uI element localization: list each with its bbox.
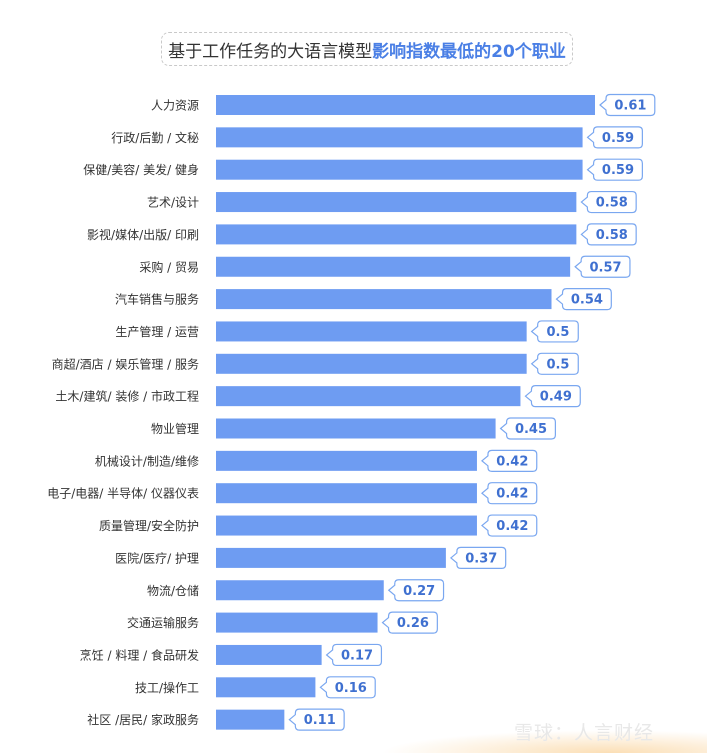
bar (216, 127, 583, 148)
value-callout (586, 158, 643, 181)
chart-title-prefix: 基于工作任务的大语言模型 (168, 41, 373, 62)
data-label: 0.42 (496, 519, 528, 534)
value-callout (319, 676, 376, 699)
bar (216, 580, 384, 601)
bar (216, 418, 496, 439)
value-callout (580, 223, 637, 246)
value-callout (288, 708, 345, 731)
bar (216, 450, 477, 471)
bar (216, 644, 322, 665)
chart-title-highlight: 影响指数最低的20个职业 (372, 41, 566, 62)
data-label: 0.27 (403, 584, 435, 599)
value-callout (580, 190, 637, 214)
category-label: 社区 /居民/ 家政服务 (87, 712, 199, 727)
data-label: 0.57 (590, 260, 622, 275)
category-label: 艺术/设计 (147, 196, 199, 210)
bar (216, 256, 571, 277)
data-label: 0.16 (335, 681, 367, 696)
bar (216, 709, 285, 730)
category-label: 人力资源 (151, 99, 199, 113)
value-callout (325, 643, 383, 667)
bar (216, 321, 527, 342)
bar (216, 386, 521, 407)
value-callout (524, 385, 581, 408)
value-callout (499, 417, 556, 440)
bar (216, 224, 577, 245)
value-callout (586, 126, 643, 149)
bar (216, 95, 595, 115)
value-callout (574, 255, 631, 278)
category-label: 物流/仓储 (147, 583, 199, 598)
bar (216, 612, 378, 633)
decorative-glow (380, 730, 707, 753)
data-label: 0.5 (546, 357, 569, 372)
bar (216, 515, 477, 536)
data-label: 0.37 (465, 551, 497, 566)
data-label: 0.5 (546, 325, 569, 340)
value-callout (481, 514, 538, 537)
category-label: 电子/电器/ 半导体/ 仪器仪表 (47, 487, 199, 501)
category-label: 保健/美容/ 美发/ 健身 (83, 162, 199, 177)
data-label: 0.26 (397, 616, 429, 631)
bar (216, 483, 477, 504)
value-callout (449, 546, 507, 569)
data-label: 0.58 (596, 228, 628, 243)
category-label: 烹饪 / 料理 / 食品研发 (80, 647, 199, 662)
data-label: 0.11 (304, 713, 336, 728)
value-callout (530, 352, 579, 375)
category-label: 技工/操作工 (135, 680, 199, 695)
value-callout (387, 579, 445, 602)
bar (216, 192, 577, 213)
category-label: 影视/媒体/出版/ 印刷 (87, 227, 199, 242)
data-label: 0.59 (602, 163, 634, 178)
bar (216, 159, 583, 180)
chart-title: 基于工作任务的大语言模型 影响指数最低的20个职业 (161, 32, 573, 66)
category-label: 汽车销售与服务 (115, 292, 199, 307)
data-label: 0.61 (614, 99, 646, 114)
value-callout (481, 449, 538, 472)
data-label: 0.58 (596, 196, 628, 211)
category-label: 行政/后勤 / 文秘 (111, 130, 199, 145)
data-label: 0.17 (341, 648, 373, 663)
category-label: 土木/建筑/ 装修 / 市政工程 (55, 389, 199, 404)
data-label: 0.42 (496, 454, 528, 469)
value-callout (530, 320, 579, 343)
value-callout (555, 288, 612, 311)
data-label: 0.42 (496, 487, 528, 502)
watermark: 雪球：人言财经 (514, 722, 655, 744)
category-label: 机械设计/制造/维修 (95, 453, 199, 468)
category-label: 商超/酒店 / 娱乐管理 / 服务 (52, 356, 199, 371)
category-label: 交通运输服务 (127, 615, 199, 630)
data-label: 0.54 (571, 293, 603, 308)
value-callout (481, 482, 538, 505)
data-label: 0.45 (515, 422, 547, 437)
bar (216, 677, 316, 698)
category-label: 生产管理 / 运营 (115, 324, 199, 339)
bar (216, 289, 552, 310)
value-callout (381, 611, 438, 634)
category-label: 医院/医疗/ 护理 (115, 551, 199, 565)
value-callout (599, 93, 656, 117)
category-label: 物业管理 (151, 421, 199, 436)
data-label: 0.59 (602, 131, 634, 146)
bar (216, 547, 446, 568)
category-label: 质量管理/安全防护 (99, 518, 199, 533)
bar (216, 353, 527, 374)
category-label: 采购 / 贸易 (139, 259, 199, 274)
data-label: 0.49 (540, 390, 572, 405)
